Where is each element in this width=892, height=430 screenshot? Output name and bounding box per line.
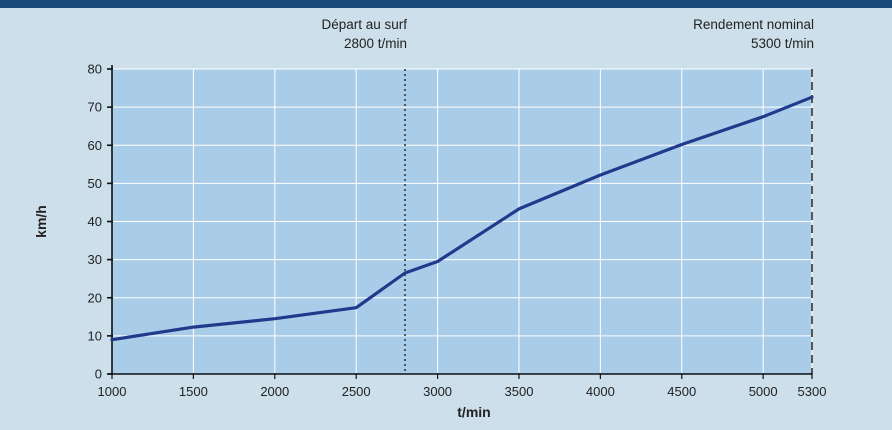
tick-labels: 1000 1500 2000 2500 3000 3500 4000 4500 5000 5300… [88,62,827,400]
axes [107,65,813,379]
marker-label: 5300 t/min [751,36,814,51]
y-tick-label: 30 [88,252,102,267]
x-tick-label: 4000 [586,384,615,399]
x-tick-label: 5000 [749,384,778,399]
y-tick-label: 70 [88,100,102,115]
x-tick-label: 5300 [798,384,827,399]
grid-lines [112,68,813,374]
y-tick-label: 50 [88,176,102,191]
x-tick-label: 2500 [342,384,371,399]
x-axis-label: t/min [457,404,490,420]
y-axis-label: km/h [33,205,49,238]
y-tick-label: 80 [88,62,102,77]
series-line [110,95,814,342]
marker-labels: Départ au surf 2800 t/min Rendement nomina… [321,17,814,51]
y-tick-label: 60 [88,138,102,153]
x-tick-label: 1500 [179,384,208,399]
x-tick-label: 3000 [423,384,452,399]
y-tick-label: 10 [88,328,102,343]
x-tick-label: 1000 [98,384,127,399]
x-tick-label: 2000 [260,384,289,399]
marker-label: Rendement nominal [693,17,814,32]
marker-label: Départ au surf [321,17,407,32]
top-banner-bar [0,0,892,8]
y-tick-label: 20 [88,290,102,305]
marker-lines [404,69,813,374]
marker-label: 2800 t/min [344,36,407,51]
x-tick-label: 3500 [505,384,534,399]
y-tick-label: 40 [88,214,102,229]
x-tick-label: 4500 [667,384,696,399]
y-tick-label: 0 [95,367,102,382]
